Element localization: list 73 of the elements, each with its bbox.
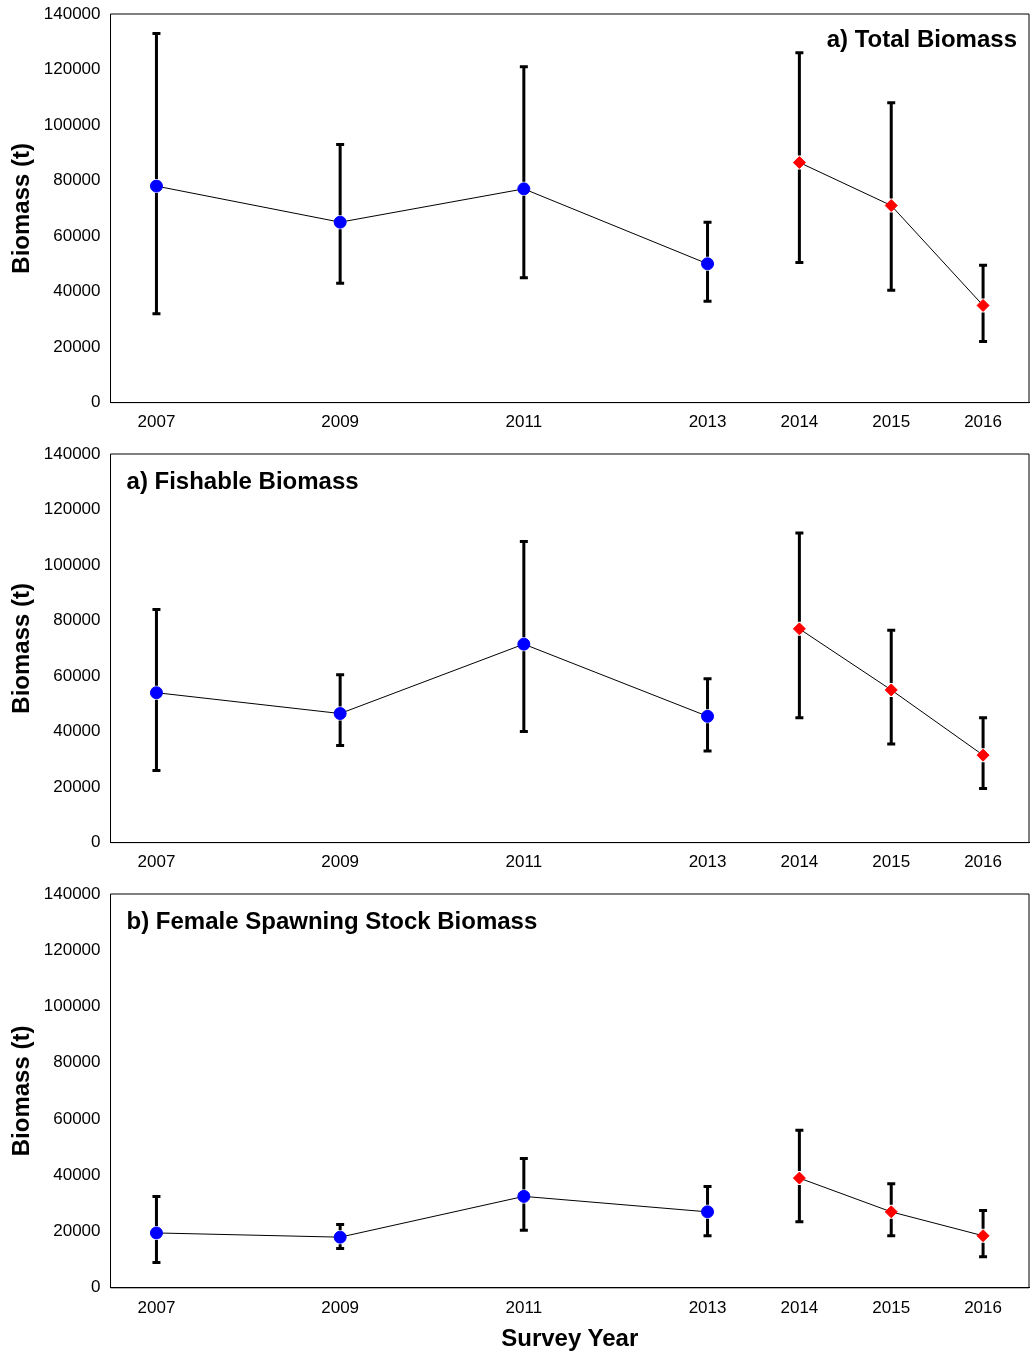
y-tick-label: 80000 bbox=[53, 1052, 101, 1072]
point bbox=[333, 707, 347, 721]
y-tick-label: 0 bbox=[91, 832, 101, 852]
point bbox=[976, 1229, 990, 1243]
y-tick-label: 40000 bbox=[53, 721, 101, 741]
point bbox=[884, 1205, 898, 1219]
x-tick-label: 2007 bbox=[137, 852, 176, 872]
point bbox=[701, 257, 715, 271]
text: a) Fishable Biomass bbox=[126, 466, 359, 494]
point bbox=[149, 179, 163, 193]
y-tick-label: 20000 bbox=[53, 776, 101, 796]
x-tick-label: 2011 bbox=[505, 412, 543, 432]
point bbox=[792, 622, 806, 636]
y-tick-label: 100000 bbox=[43, 554, 101, 574]
y-tick-label: 140000 bbox=[43, 443, 101, 463]
point bbox=[517, 182, 531, 196]
point bbox=[792, 1171, 806, 1185]
y-tick-label: 120000 bbox=[43, 499, 101, 519]
y-tick-label: 80000 bbox=[53, 610, 101, 630]
point bbox=[884, 683, 898, 697]
y-tick-label: 60000 bbox=[53, 665, 101, 685]
text: a) Total Biomass bbox=[826, 24, 1017, 52]
x-tick-label: 2014 bbox=[780, 1297, 819, 1317]
x-tick-label: 2014 bbox=[780, 852, 819, 872]
y-axis-title: Biomass (t) bbox=[7, 582, 35, 714]
x-tick-label: 2014 bbox=[780, 412, 819, 432]
point bbox=[884, 199, 898, 213]
y-tick-label: 0 bbox=[91, 392, 101, 412]
y-tick-label: 120000 bbox=[43, 939, 101, 959]
x-tick-label: 2011 bbox=[505, 852, 543, 872]
text: b) Female Spawning Stock Biomass bbox=[126, 906, 538, 934]
x-tick-label: 2007 bbox=[137, 412, 176, 432]
x-tick-label: 2009 bbox=[321, 412, 360, 432]
x-tick-label: 2015 bbox=[872, 852, 911, 872]
point bbox=[149, 1226, 163, 1240]
y-tick-label: 40000 bbox=[53, 281, 101, 301]
point bbox=[517, 637, 531, 651]
point bbox=[149, 686, 163, 700]
y-tick-label: 100000 bbox=[43, 114, 101, 134]
y-axis-title: Biomass (t) bbox=[7, 1025, 35, 1157]
y-tick-label: 60000 bbox=[53, 1108, 101, 1128]
y-tick-label: 0 bbox=[91, 1277, 101, 1297]
x-axis-title: Survey Year bbox=[501, 1324, 639, 1352]
x-tick-label: 2016 bbox=[964, 1297, 1002, 1317]
y-tick-label: 80000 bbox=[53, 170, 101, 190]
y-axis-title: Biomass (t) bbox=[7, 142, 35, 274]
y-tick-label: 140000 bbox=[43, 3, 101, 23]
x-tick-label: 2009 bbox=[321, 852, 360, 872]
x-tick-label: 2013 bbox=[688, 852, 727, 872]
y-tick-label: 60000 bbox=[53, 225, 101, 245]
point bbox=[517, 1189, 531, 1203]
x-tick-label: 2009 bbox=[321, 1297, 360, 1317]
x-tick-label: 2013 bbox=[688, 412, 727, 432]
x-tick-label: 2007 bbox=[137, 1297, 176, 1317]
y-tick-label: 100000 bbox=[43, 996, 101, 1016]
y-tick-label: 40000 bbox=[53, 1164, 101, 1184]
point bbox=[333, 1230, 347, 1244]
x-tick-label: 2016 bbox=[964, 852, 1002, 872]
y-tick-label: 120000 bbox=[43, 59, 101, 79]
point bbox=[976, 298, 990, 312]
point bbox=[976, 748, 990, 762]
y-tick-label: 20000 bbox=[53, 1221, 101, 1241]
x-tick-label: 2015 bbox=[872, 1297, 911, 1317]
point bbox=[701, 709, 715, 723]
y-tick-label: 20000 bbox=[53, 336, 101, 356]
point bbox=[333, 215, 347, 229]
point bbox=[701, 1205, 715, 1219]
x-tick-label: 2016 bbox=[964, 412, 1002, 432]
x-tick-label: 2013 bbox=[688, 1297, 727, 1317]
x-tick-label: 2015 bbox=[872, 412, 911, 432]
point bbox=[792, 156, 806, 169]
y-tick-label: 140000 bbox=[43, 883, 101, 903]
x-tick-label: 2011 bbox=[505, 1297, 543, 1317]
